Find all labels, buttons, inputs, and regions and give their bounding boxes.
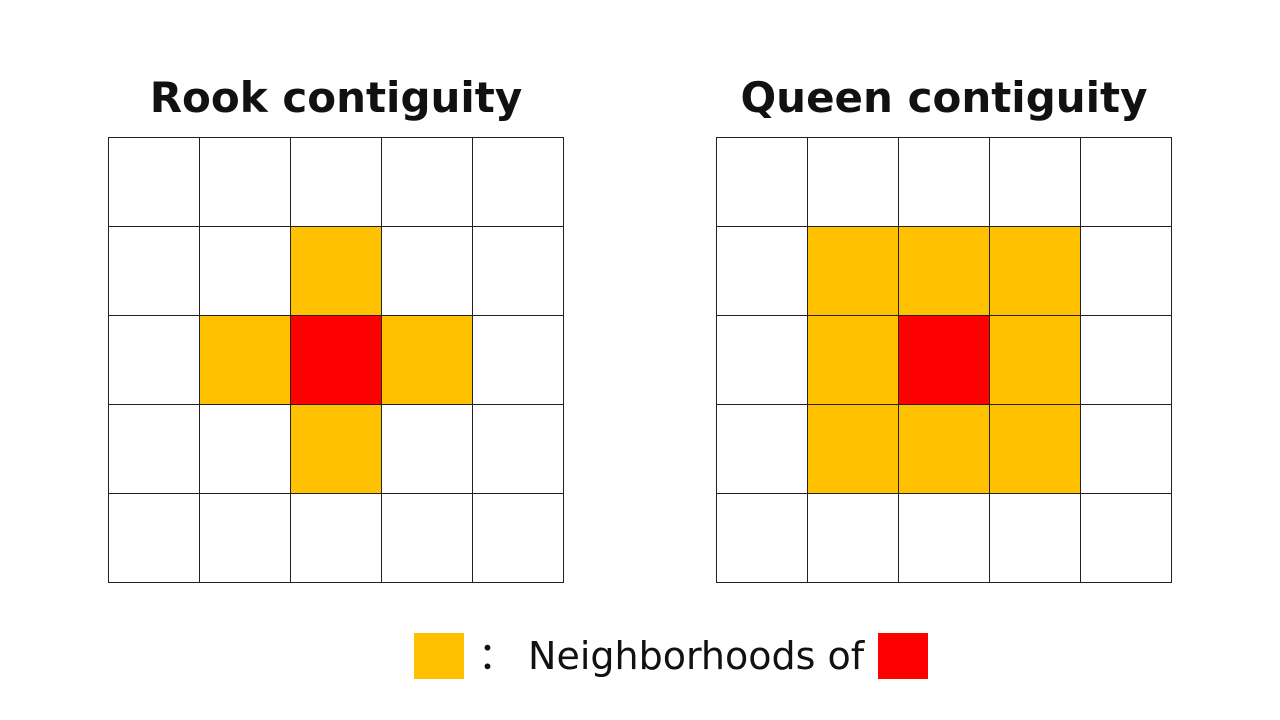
grid-cell-empty: [717, 494, 808, 583]
grid-cell-empty: [899, 494, 990, 583]
grid-cell-empty: [382, 494, 473, 583]
grid-cell-neighbor: [899, 227, 990, 316]
queen-contiguity-grid: [716, 137, 1172, 583]
grid-cell-neighbor: [200, 316, 291, 405]
grid-cell-empty: [473, 227, 564, 316]
grid-cell-neighbor: [808, 405, 899, 494]
grid-cell-empty: [200, 227, 291, 316]
grid-cell-empty: [1081, 405, 1172, 494]
grid-cell-empty: [382, 405, 473, 494]
grid-cell-empty: [109, 227, 200, 316]
grid-cell-focus: [899, 316, 990, 405]
legend-neighbor-swatch: [414, 633, 464, 679]
grid-cell-neighbor: [382, 316, 473, 405]
grid-cell-empty: [1081, 494, 1172, 583]
legend-focus-swatch: [878, 633, 929, 679]
grid-cell-empty: [717, 227, 808, 316]
grid-cell-empty: [1081, 138, 1172, 227]
legend: ： Neighborhoods of: [414, 632, 929, 680]
grid-cell-empty: [291, 138, 382, 227]
grid-cell-empty: [717, 138, 808, 227]
queen-contiguity-title: Queen contiguity: [740, 73, 1148, 122]
grid-cell-empty: [990, 494, 1081, 583]
grid-cell-empty: [109, 405, 200, 494]
grid-cell-neighbor: [990, 227, 1081, 316]
grid-cell-empty: [1081, 227, 1172, 316]
grid-cell-empty: [200, 405, 291, 494]
grid-cell-neighbor: [808, 316, 899, 405]
grid-cell-empty: [109, 494, 200, 583]
grid-cell-empty: [1081, 316, 1172, 405]
grid-cell-empty: [200, 494, 291, 583]
grid-cell-empty: [473, 405, 564, 494]
grid-cell-empty: [808, 138, 899, 227]
grid-cell-empty: [717, 316, 808, 405]
grid-cell-neighbor: [990, 316, 1081, 405]
grid-cell-empty: [473, 138, 564, 227]
grid-cell-empty: [899, 138, 990, 227]
rook-contiguity-grid: [108, 137, 564, 583]
grid-cell-neighbor: [291, 405, 382, 494]
legend-label: Neighborhoods of: [528, 634, 865, 678]
grid-cell-empty: [200, 138, 291, 227]
grid-cell-empty: [808, 494, 899, 583]
grid-cell-empty: [717, 405, 808, 494]
grid-cell-empty: [473, 316, 564, 405]
grid-cell-neighbor: [808, 227, 899, 316]
grid-cell-neighbor: [291, 227, 382, 316]
grid-cell-empty: [990, 138, 1081, 227]
rook-contiguity-title: Rook contiguity: [149, 73, 523, 122]
grid-cell-empty: [109, 316, 200, 405]
grid-cell-focus: [291, 316, 382, 405]
legend-separator: ：: [478, 634, 517, 678]
grid-cell-neighbor: [899, 405, 990, 494]
grid-cell-empty: [382, 138, 473, 227]
grid-cell-empty: [382, 227, 473, 316]
grid-cell-empty: [291, 494, 382, 583]
grid-cell-empty: [473, 494, 564, 583]
grid-cell-neighbor: [990, 405, 1081, 494]
grid-cell-empty: [109, 138, 200, 227]
